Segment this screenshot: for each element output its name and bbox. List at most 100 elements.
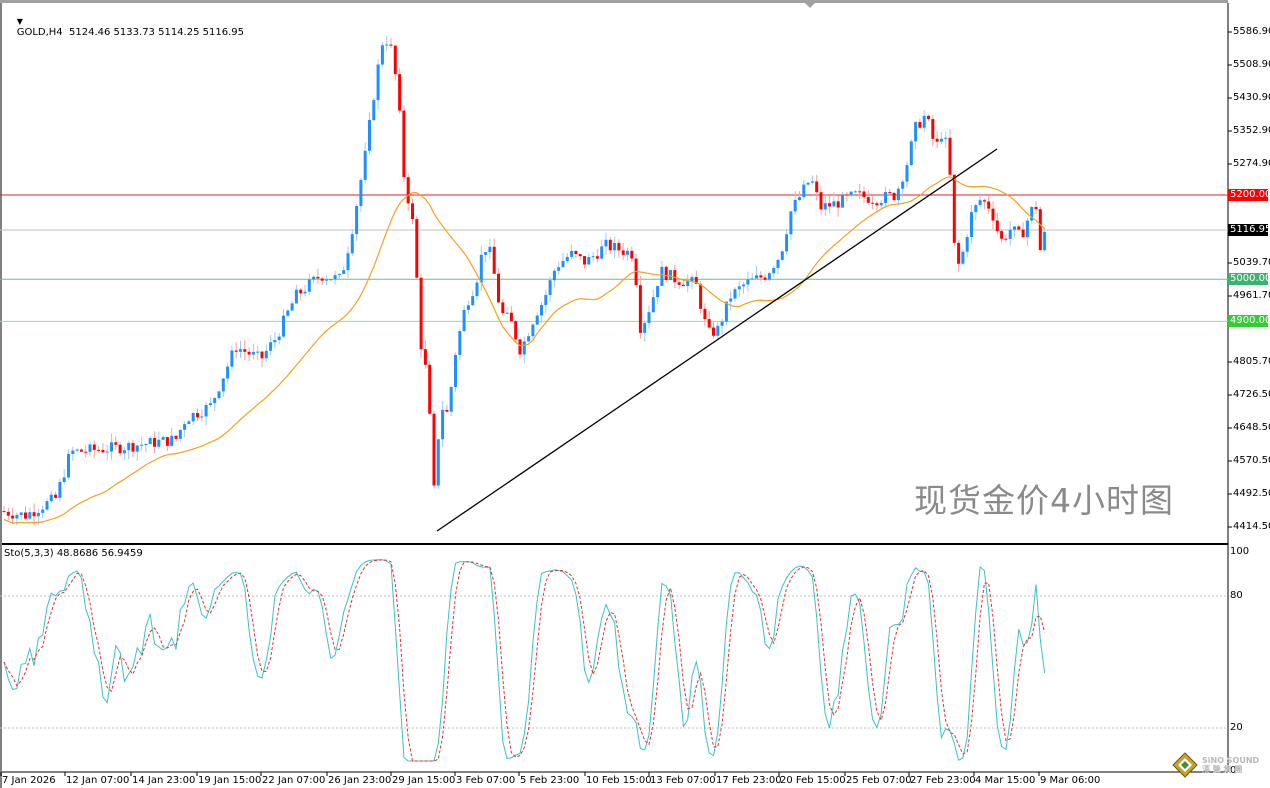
candle-body: [931, 119, 935, 139]
candle-body: [58, 481, 62, 498]
candle-body: [742, 284, 746, 287]
price-axis-label: 4726.50: [1233, 389, 1270, 400]
candle-body: [841, 194, 844, 208]
candle-body: [716, 325, 720, 336]
candle-body: [28, 512, 32, 519]
candle-body: [626, 250, 629, 255]
candle-body: [110, 442, 113, 452]
candle-body: [720, 321, 724, 326]
candle-body: [497, 273, 500, 303]
candle-body: [669, 270, 672, 281]
symbol-legend: ▼ GOLD,H4 5124.46 5133.73 5114.25 5116.9…: [4, 5, 244, 49]
candle-body: [393, 45, 397, 75]
candle-body: [363, 150, 367, 180]
dropdown-triangle-icon[interactable]: ▼: [16, 17, 23, 26]
candle-body: [862, 191, 866, 198]
candle-body: [415, 219, 419, 278]
candle-body: [15, 514, 19, 519]
candle-body: [815, 181, 819, 193]
candle-body: [574, 250, 578, 255]
price-axis-label: 5508.90: [1233, 59, 1270, 70]
sinosound-logo: [1172, 752, 1268, 778]
candle-body: [251, 352, 255, 355]
candle-body: [570, 250, 574, 257]
candle-body: [376, 64, 380, 101]
candle-body: [140, 444, 144, 446]
candle-body: [359, 179, 363, 206]
candle-body: [191, 412, 195, 422]
candle-body: [316, 276, 320, 279]
candle-body: [884, 192, 887, 203]
time-axis-label: 26 Jan 23:00: [328, 775, 392, 786]
candle-body: [922, 115, 926, 128]
candle-body: [389, 44, 393, 46]
candle-body: [105, 451, 109, 453]
candle-body: [127, 443, 131, 451]
candle-body: [724, 301, 728, 322]
candle-body: [798, 197, 801, 200]
candle-body: [97, 449, 101, 451]
candle-body: [613, 242, 617, 251]
candle-body: [656, 285, 660, 298]
candle-body: [273, 340, 277, 343]
symbol-ohlc: GOLD,H4 5124.46 5133.73 5114.25 5116.95: [16, 27, 244, 38]
candle-body: [294, 289, 298, 304]
candle-body: [312, 276, 316, 280]
candle-body: [488, 246, 492, 253]
candle-body: [1013, 226, 1016, 230]
candle-body: [608, 239, 612, 251]
price-axis-label: 5274.90: [1233, 158, 1270, 169]
stoch-level-label: 20: [1230, 722, 1243, 733]
candle-body: [948, 137, 952, 175]
candle-body: [492, 246, 496, 274]
candle-body: [355, 205, 359, 235]
candle-body: [479, 254, 483, 283]
candle-body: [286, 310, 290, 316]
candle-body: [896, 188, 900, 201]
time-axis-label: 19 Jan 15:00: [198, 775, 262, 786]
stoch-level-label: 0: [1230, 765, 1237, 776]
stoch-legend: Sto(5,3,3) 48.8686 56.9459: [4, 548, 143, 559]
candle-body: [699, 283, 703, 309]
candle-body: [548, 280, 552, 295]
candle-body: [24, 512, 27, 519]
candle-body: [1000, 231, 1004, 239]
price-tag: 5200.00: [1228, 189, 1270, 202]
candle-body: [638, 285, 642, 333]
candle-body: [385, 44, 389, 46]
candle-body: [445, 409, 449, 412]
candle-body: [892, 192, 896, 201]
candle-body: [583, 256, 586, 265]
candle-body: [810, 181, 814, 183]
candle-body: [901, 181, 905, 189]
candle-body: [535, 315, 539, 325]
candle-body: [432, 413, 436, 486]
candle-body: [458, 331, 462, 355]
candle-body: [243, 349, 247, 352]
candle-body: [368, 120, 371, 151]
candle-body: [991, 208, 995, 221]
time-axis-label: 3 Feb 07:00: [456, 775, 516, 786]
candle-body: [1025, 220, 1029, 238]
candle-body: [49, 494, 53, 502]
candle-body: [54, 494, 58, 498]
candle-body: [557, 267, 561, 271]
candle-body: [737, 286, 741, 290]
candle-body: [776, 259, 780, 269]
candle-body: [144, 443, 148, 445]
candle-body: [174, 435, 178, 439]
candle-body: [681, 284, 685, 287]
candle-body: [703, 308, 707, 320]
candle-body: [346, 253, 350, 271]
time-axis-label: 14 Jan 23:00: [132, 775, 196, 786]
price-axis-label: 4492.50: [1233, 488, 1270, 499]
candle-body: [793, 199, 797, 212]
candle-body: [935, 138, 939, 142]
candle-body: [161, 437, 165, 440]
candle-body: [961, 251, 965, 264]
candle-body: [441, 409, 445, 440]
price-axis-label: 4961.70: [1233, 290, 1270, 301]
candle-body: [712, 327, 715, 336]
price-axis-label: 4414.50: [1233, 521, 1270, 532]
